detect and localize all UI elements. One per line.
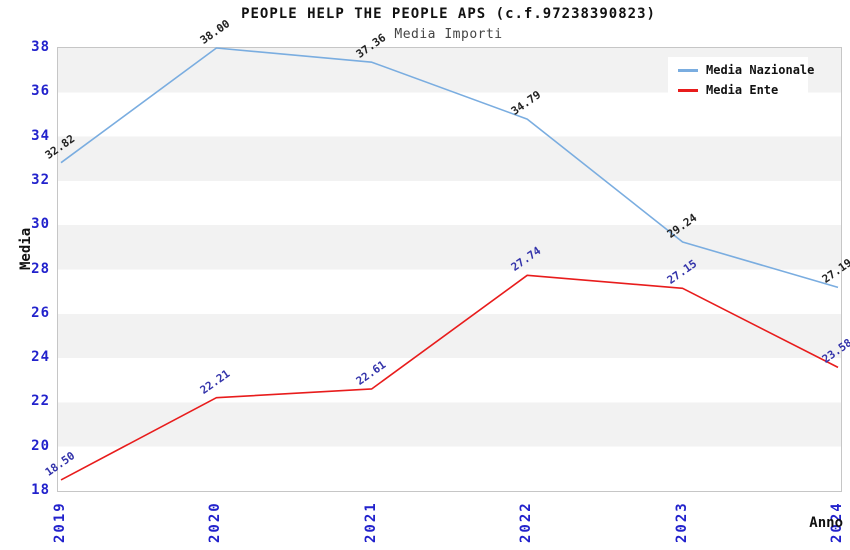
legend-label: Media Ente — [706, 83, 779, 97]
x-tick-label: 2023 — [673, 501, 690, 543]
legend-item-media-ente: Media Ente — [668, 83, 808, 97]
x-tick-label: 2022 — [518, 501, 535, 543]
legend-item-media-nazionale: Media Nazionale — [668, 63, 814, 77]
y-tick-label: 20 — [31, 437, 50, 454]
y-tick-label: 38 — [31, 39, 50, 55]
chart-title: PEOPLE HELP THE PEOPLE APS (c.f.97238390… — [241, 6, 656, 22]
x-tick-label: 2019 — [52, 501, 68, 543]
legend-line-swatch-red — [678, 88, 698, 92]
x-tick-label: 2020 — [207, 501, 224, 543]
y-tick-label: 28 — [31, 260, 50, 277]
y-tick-label: 36 — [31, 83, 50, 100]
y-tick-label: 32 — [31, 171, 50, 188]
y-tick-label: 30 — [31, 216, 50, 233]
y-tick-label: 34 — [31, 127, 50, 144]
legend: Media Nazionale Media Ente — [668, 57, 814, 103]
x-axis-title: Anno — [809, 515, 843, 531]
series-line-1 — [60, 274, 839, 481]
y-tick-label: 18 — [31, 482, 50, 498]
y-tick-label: 26 — [31, 304, 50, 321]
x-tick-label: 2021 — [362, 501, 379, 543]
chart-subtitle: Media Importi — [394, 27, 503, 42]
y-tick-label: 24 — [31, 349, 50, 366]
legend-label: Media Nazionale — [706, 63, 815, 77]
series-line-0 — [60, 47, 839, 289]
legend-line-swatch-blue — [678, 68, 698, 72]
y-tick-label: 22 — [31, 393, 50, 410]
series-lines — [60, 47, 839, 481]
plot-area — [57, 47, 842, 492]
